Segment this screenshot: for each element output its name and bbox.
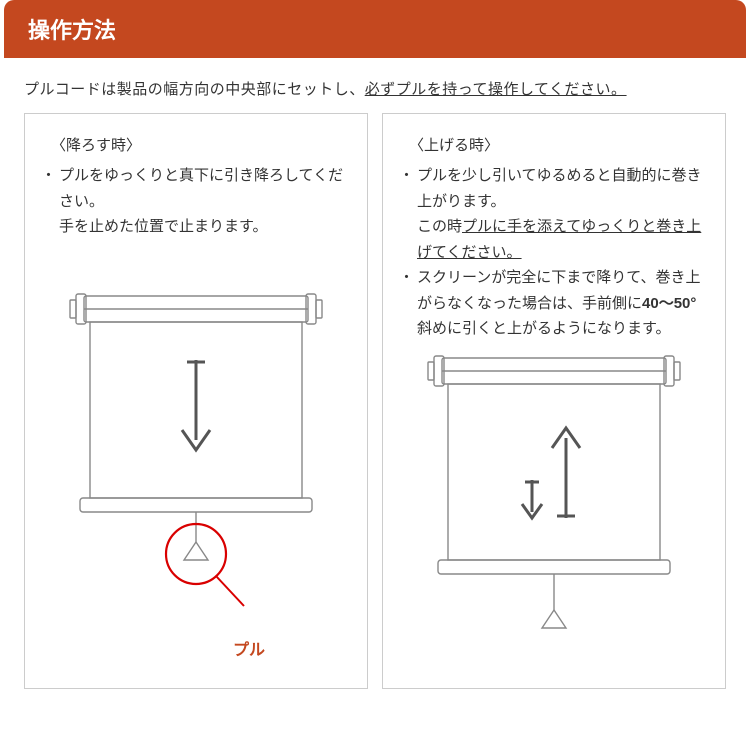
intro-text: プルコードは製品の幅方向の中央部にセットし、必ずプルを持って操作してください。 — [0, 58, 750, 113]
panel-lower-bullet-1a: プルをゆっくりと真下に引き降ろしてください。 — [59, 167, 343, 210]
roller-screen-down-icon — [56, 290, 336, 630]
panel-raise-bullet-1: プルを少し引いてゆるめると自動的に巻き上がります。 この時プルに手を添えてゆっく… — [403, 163, 709, 265]
panel-raise-bullet-2b: 斜めに引くと上がるようになります。 — [417, 320, 671, 337]
panel-raise-bullet-2-bold: 40〜50° — [642, 295, 696, 312]
intro-underline: 必ずプルを持って操作してください。 — [365, 81, 627, 98]
panel-raise-title: 〈上げる時〉 — [409, 134, 709, 155]
roller-screen-up-icon — [414, 352, 694, 672]
panel-lower: 〈降ろす時〉 プルをゆっくりと真下に引き降ろしてください。 手を止めた位置で止ま… — [24, 113, 368, 689]
panels-row: 〈降ろす時〉 プルをゆっくりと真下に引き降ろしてください。 手を止めた位置で止ま… — [0, 113, 750, 689]
panel-lower-bullet-1b: 手を止めた位置で止まります。 — [59, 214, 351, 240]
panel-lower-title: 〈降ろす時〉 — [51, 134, 351, 155]
panel-raise-bullet-1b: この時プルに手を添えてゆっくりと巻き上げてください。 — [417, 214, 709, 265]
panel-lower-bullets: プルをゆっくりと真下に引き降ろしてください。 手を止めた位置で止まります。 — [41, 163, 351, 240]
panel-raise-bullet-2: スクリーンが完全に下まで降りて、巻き上がらなくなった場合は、手前側に40〜50°… — [403, 265, 709, 342]
panel-lower-bullet-1: プルをゆっくりと真下に引き降ろしてください。 手を止めた位置で止まります。 — [45, 163, 351, 240]
panel-raise: 〈上げる時〉 プルを少し引いてゆるめると自動的に巻き上がります。 この時プルに手… — [382, 113, 726, 689]
panel-raise-bullet-1a: プルを少し引いてゆるめると自動的に巻き上がります。 — [417, 167, 702, 210]
pull-label: プル — [233, 636, 265, 660]
diagram-lower — [41, 290, 351, 630]
diagram-raise — [399, 352, 709, 672]
section-header: 操作方法 — [4, 0, 746, 58]
panel-raise-bullets: プルを少し引いてゆるめると自動的に巻き上がります。 この時プルに手を添えてゆっく… — [399, 163, 709, 342]
header-title: 操作方法 — [28, 18, 116, 43]
intro-plain: プルコードは製品の幅方向の中央部にセットし、 — [24, 81, 365, 98]
